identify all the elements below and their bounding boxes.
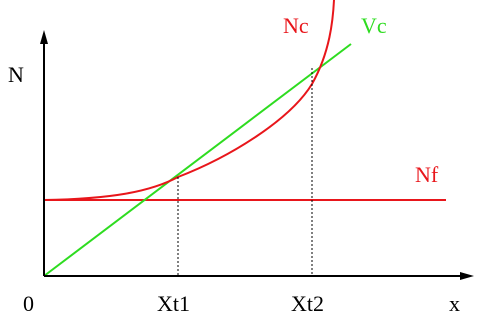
arrow-up-icon bbox=[40, 30, 48, 44]
nc-label: Nc bbox=[283, 13, 309, 38]
nc-curve bbox=[43, 0, 335, 201]
xt2-label: Xt2 bbox=[291, 291, 324, 316]
origin-label: 0 bbox=[23, 291, 34, 316]
x-axis-label: x bbox=[449, 291, 460, 316]
nf-label: Nf bbox=[415, 162, 439, 187]
arrow-right-icon bbox=[460, 272, 474, 280]
vc-label: Vc bbox=[361, 13, 387, 38]
vc-line bbox=[43, 43, 352, 277]
y-axis-label: N bbox=[8, 62, 24, 87]
xt1-label: Xt1 bbox=[157, 291, 190, 316]
